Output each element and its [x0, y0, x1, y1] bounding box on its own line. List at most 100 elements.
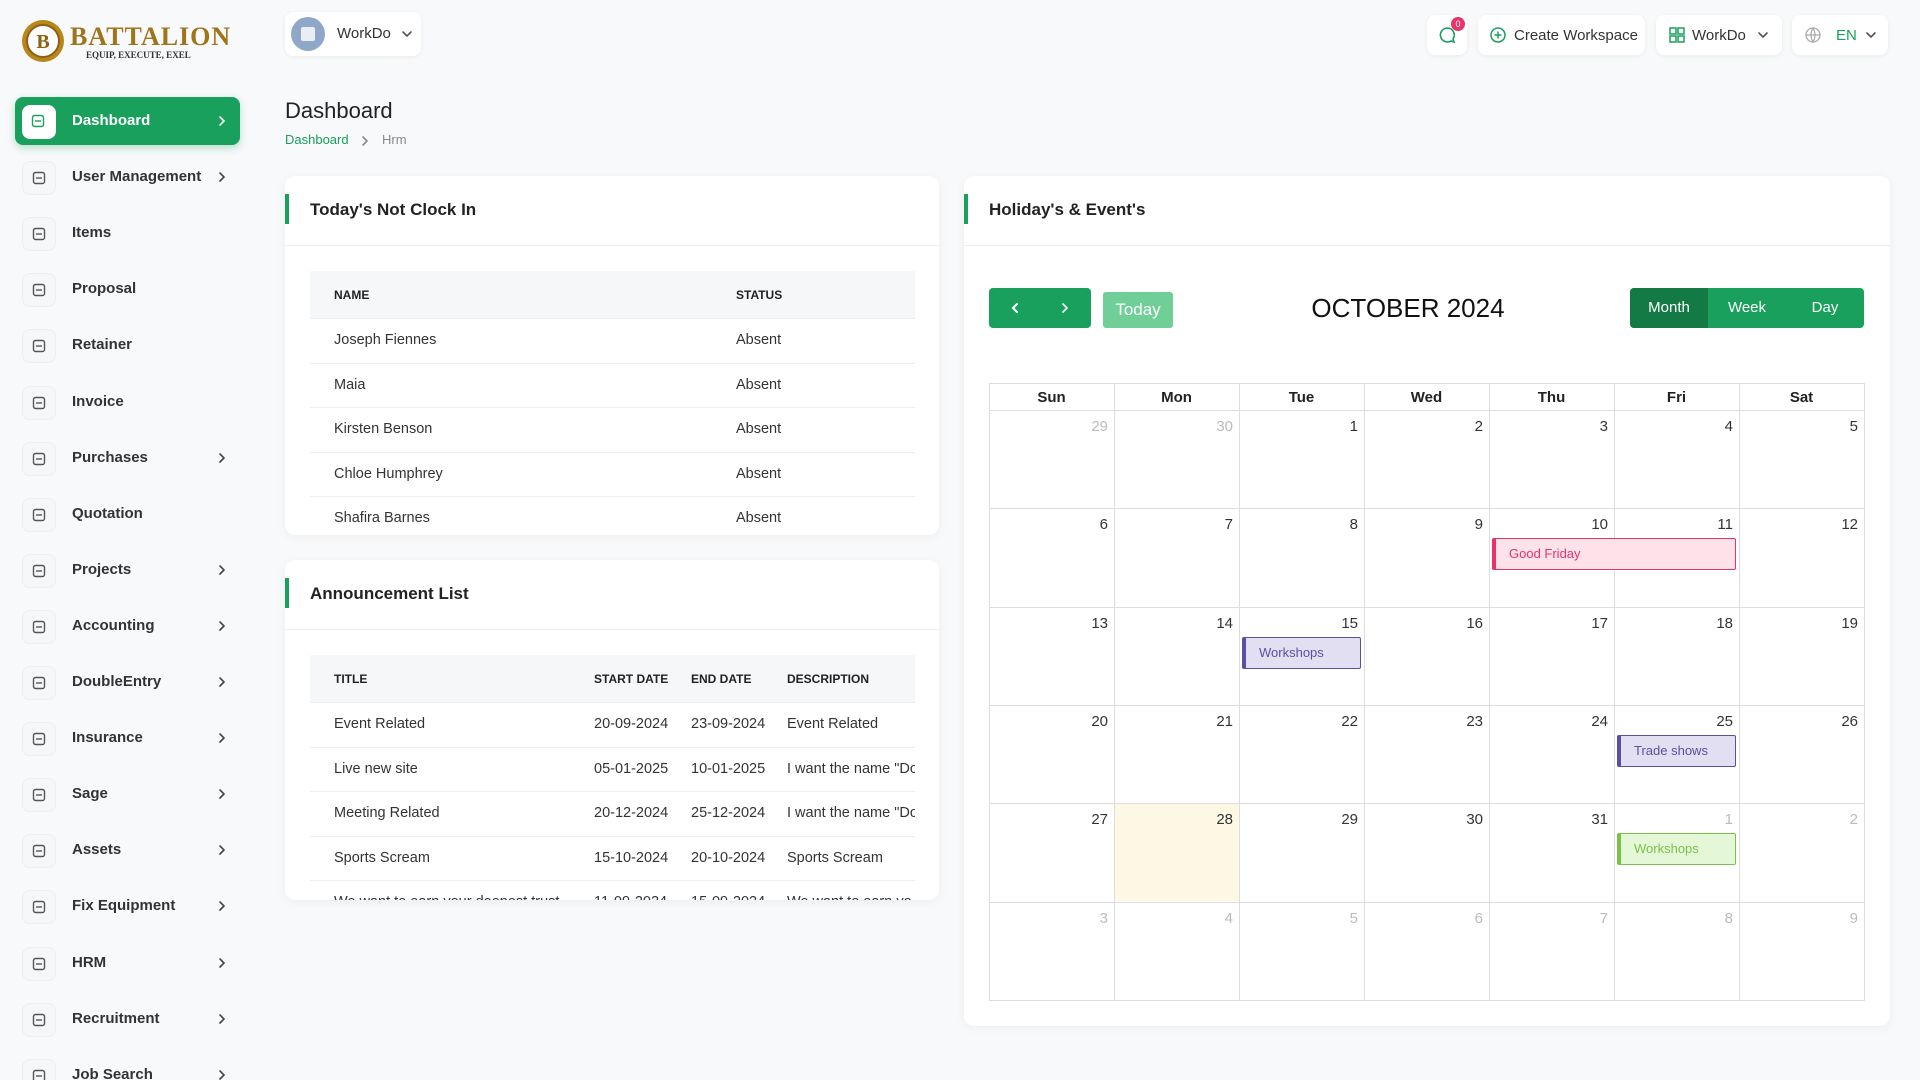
workspace-name: WorkDo [337, 25, 391, 42]
menu-glyph [32, 340, 46, 353]
sidebar-item[interactable]: Assets [15, 826, 240, 874]
grid-line [989, 606, 1864, 608]
grid-line [989, 410, 1864, 411]
menu-glyph [32, 957, 46, 970]
plus-icon [1490, 27, 1506, 43]
day-number: 5 [1349, 909, 1358, 927]
page-title: Dashboard [285, 98, 393, 123]
weekday-header: Mon [1161, 389, 1192, 406]
sidebar-item[interactable]: Job Search [15, 1051, 240, 1080]
menu-chevron [219, 452, 226, 463]
notification-button[interactable]: 0 [1427, 15, 1467, 55]
menu-icon [22, 778, 56, 813]
calendar-grid [989, 383, 1865, 1001]
day-number: 4 [1724, 418, 1733, 435]
sidebar-item[interactable]: Sage [15, 770, 240, 818]
table-cell: 20-09-2024 [594, 716, 669, 732]
sidebar-item[interactable]: Purchases [15, 434, 240, 482]
table-cell: Live new site [334, 760, 418, 777]
menu-icon [22, 1058, 56, 1080]
menu-label: Purchases [72, 448, 148, 466]
sidebar-item[interactable]: Dashboard [15, 97, 240, 145]
menu-chevron [219, 172, 226, 182]
prev-button[interactable] [989, 288, 1040, 328]
create-workspace-button[interactable]: Create Workspace [1478, 15, 1645, 55]
sidebar-item[interactable]: User Management [15, 153, 240, 201]
day-number: 8 [1724, 909, 1733, 927]
table-cell: 05-01-2025 [594, 760, 669, 777]
menu-label: Insurance [72, 729, 143, 747]
calendar-event[interactable]: Workshops [1617, 833, 1736, 866]
sidebar-item[interactable]: Quotation [15, 490, 240, 538]
day-number: 3 [1099, 909, 1108, 927]
language-menu[interactable]: EN [1792, 15, 1888, 55]
sidebar-item[interactable]: Recruitment [15, 995, 240, 1043]
workspace-menu[interactable]: WorkDo [1656, 15, 1782, 55]
grid-line [1364, 383, 1365, 1000]
menu-glyph [32, 284, 46, 297]
calendar-event[interactable]: Workshops [1242, 636, 1361, 669]
menu-label: DoubleEntry [72, 673, 162, 690]
menu-icon [22, 722, 56, 757]
table-cell: Sports Scream [334, 849, 430, 866]
row-divider [310, 835, 915, 837]
sidebar-item[interactable]: Fix Equipment [15, 882, 240, 930]
column-header: NAME [334, 288, 370, 302]
menu-icon [22, 161, 56, 196]
table-cell: Meeting Related [334, 805, 440, 821]
create-workspace-label: Create Workspace [1514, 27, 1638, 44]
next-button[interactable] [1040, 288, 1091, 328]
menu-icon [22, 105, 56, 139]
menu-chevron [219, 957, 226, 968]
card-accent [964, 194, 968, 224]
calendar-event[interactable]: Trade shows [1617, 734, 1736, 767]
sidebar-item[interactable]: Projects [15, 546, 240, 594]
column-header: STATUS [736, 288, 783, 302]
sidebar-item[interactable]: Insurance [15, 714, 240, 762]
calendar-event[interactable]: Good Friday [1492, 538, 1736, 571]
menu-glyph [32, 676, 46, 690]
menu-icon [22, 609, 56, 644]
day-number: 9 [1849, 909, 1858, 927]
sidebar-item[interactable]: Accounting [15, 602, 240, 650]
menu-glyph [32, 396, 46, 409]
day-number: 14 [1216, 614, 1233, 632]
menu-icon [22, 834, 56, 869]
today-button[interactable]: Today [1103, 292, 1173, 328]
menu-label: Recruitment [72, 1009, 160, 1027]
weekday-header: Thu [1537, 389, 1566, 406]
menu-glyph [32, 620, 46, 634]
menu-label: Invoice [72, 392, 124, 410]
table-cell: 15-09-2024 [691, 894, 765, 900]
menu-icon [22, 1002, 56, 1037]
logo-emblem: B [22, 20, 64, 62]
menu-glyph [32, 508, 46, 521]
menu-label: Items [72, 224, 112, 242]
day-number: 27 [1091, 811, 1108, 829]
view-button[interactable]: Day [1811, 299, 1839, 316]
table-cell: Event Related [334, 716, 426, 732]
table-cell: 23-09-2024 [691, 716, 766, 732]
card-title: Announcement List [310, 584, 469, 603]
sidebar-item[interactable]: Proposal [15, 265, 240, 313]
sidebar-item[interactable]: HRM [15, 939, 240, 987]
table-cell: We want to earn yo [787, 894, 915, 900]
weekday-header: Wed [1410, 389, 1443, 406]
menu-chevron [219, 116, 226, 126]
table-cell: 11-09-2024 [594, 894, 667, 900]
sidebar-item[interactable]: Invoice [15, 378, 240, 426]
menu-glyph [32, 227, 46, 241]
day-number: 2 [1474, 418, 1483, 435]
menu-icon [22, 666, 56, 700]
row-divider [310, 407, 915, 408]
table-cell: 25-12-2024 [691, 805, 766, 821]
day-number: 29 [1341, 811, 1358, 829]
workspace-switcher[interactable]: WorkDo [285, 12, 421, 56]
sidebar-item[interactable]: DoubleEntry [15, 658, 240, 706]
sidebar-item[interactable]: Retainer [15, 321, 240, 369]
menu-icon [22, 441, 56, 476]
view-button[interactable]: Month [1630, 288, 1708, 328]
sidebar-item[interactable]: Items [15, 209, 240, 257]
view-button[interactable]: Week [1727, 299, 1767, 316]
prev-icon [1011, 303, 1018, 313]
